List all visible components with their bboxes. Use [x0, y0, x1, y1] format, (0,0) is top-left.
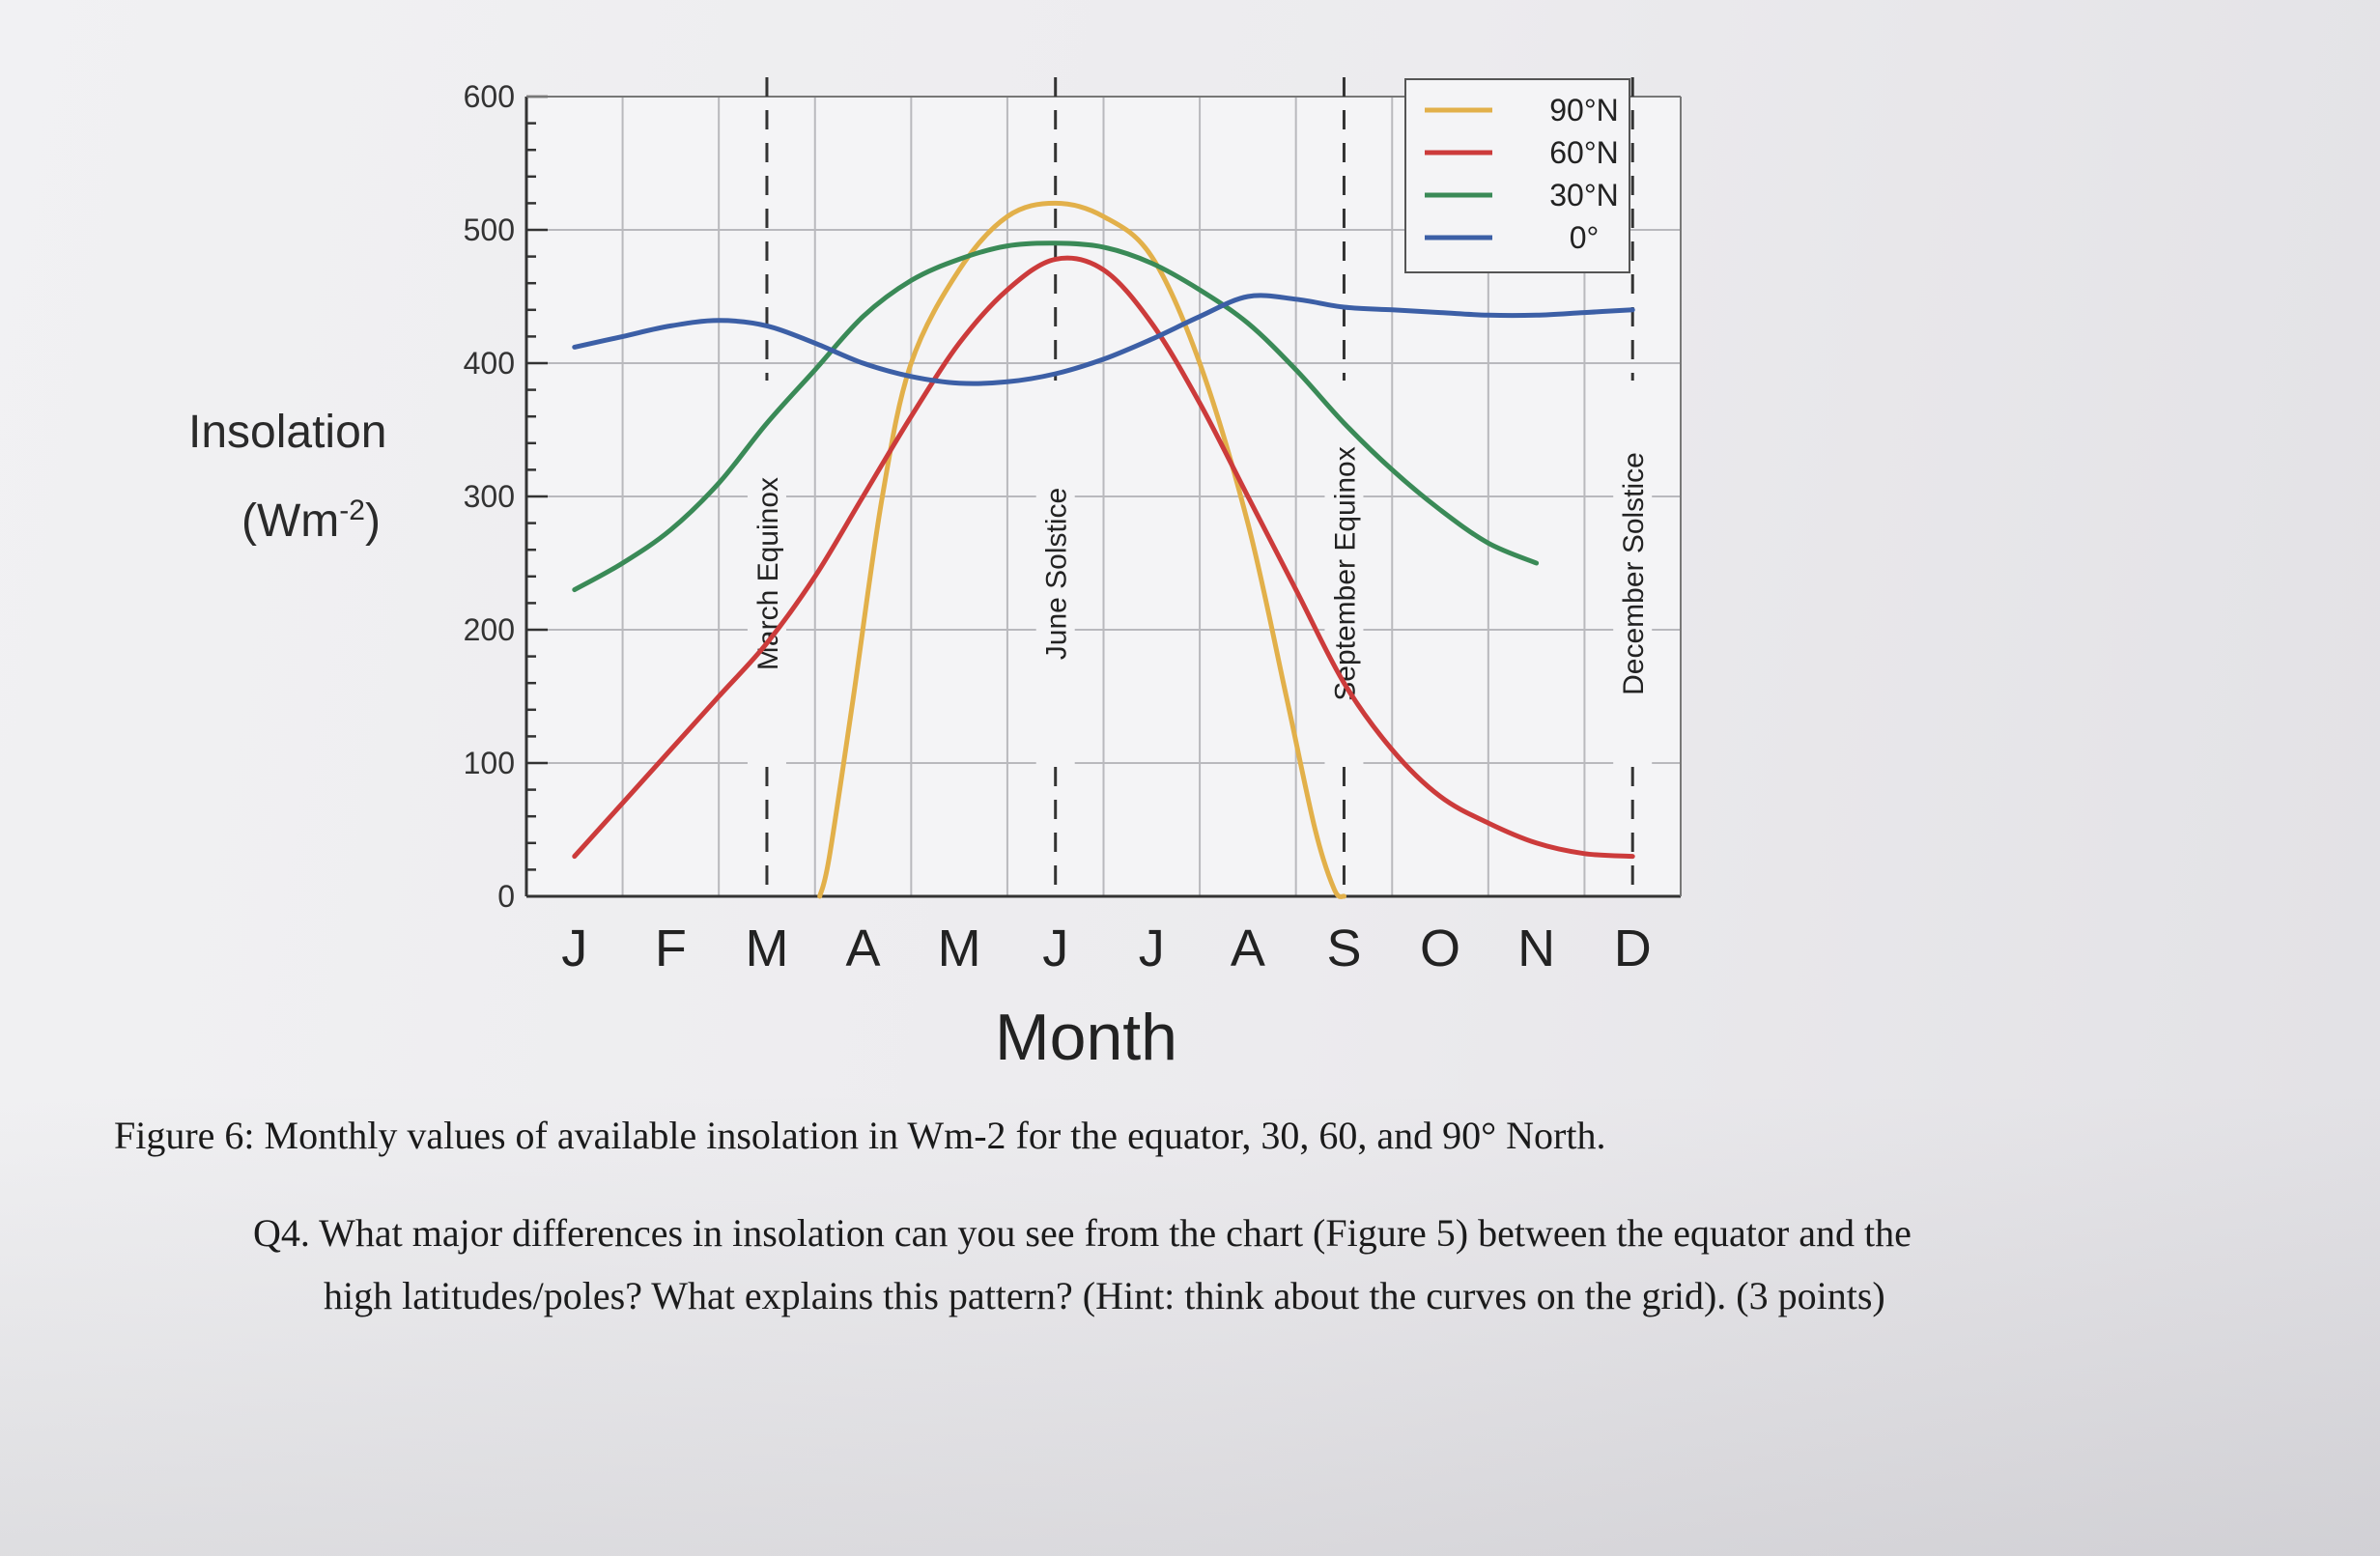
event-label-bg: [1035, 381, 1075, 767]
y-tick-label: 600: [464, 79, 515, 114]
x-axis-title: Month: [995, 1001, 1177, 1074]
question-line-2: high latitudes/poles? What explains this…: [324, 1274, 1885, 1317]
y-tick-label: 400: [464, 346, 515, 381]
event-label: September Equinox: [1329, 446, 1361, 701]
event-lines: March Equinox June Solstice September Equi…: [747, 77, 1653, 891]
x-tick-label: J: [1042, 919, 1068, 977]
x-tick-label: O: [1420, 919, 1460, 977]
y-tick-label: 100: [464, 746, 515, 780]
chart-legend: 90°N 60°N 30°N 0°: [1404, 78, 1630, 273]
x-tick-label: D: [1614, 919, 1652, 977]
event-label-bg: [747, 381, 786, 767]
series-line-90n: [817, 200, 1346, 899]
legend-label: 0°: [1570, 220, 1600, 255]
x-tick-label: M: [938, 919, 981, 977]
question-line-1: Q4. What major differences in insolation…: [253, 1211, 1912, 1255]
x-tick-label: M: [745, 919, 788, 977]
series-line-0: [572, 293, 1635, 386]
x-tick-label: J: [561, 919, 587, 977]
x-tick-label: F: [655, 919, 687, 977]
series-line-60n: [572, 255, 1635, 860]
x-tick-label: A: [1231, 919, 1265, 977]
series-line-30n: [572, 240, 1540, 593]
x-tick-label: N: [1517, 919, 1555, 977]
x-tick-label: A: [846, 919, 881, 977]
y-axis-unit: (Wm-2): [241, 495, 381, 547]
legend-label: 60°N: [1549, 135, 1619, 170]
event-label: June Solstice: [1041, 488, 1073, 660]
y-tick-label: 0: [497, 879, 515, 914]
legend-label: 30°N: [1549, 178, 1619, 212]
legend-label: 90°N: [1549, 93, 1619, 127]
figure-caption: Figure 6: Monthly values of available in…: [114, 1114, 1606, 1157]
y-tick-label: 300: [464, 479, 515, 514]
series-lines: [572, 200, 1635, 899]
y-axis-label: Insolation: [188, 407, 387, 458]
event-label: December Solstice: [1618, 452, 1650, 695]
x-tick-label: J: [1139, 919, 1165, 977]
event-label-bg: [1613, 381, 1653, 767]
y-tick-label: 200: [464, 612, 515, 647]
x-tick-label: S: [1326, 919, 1361, 977]
y-tick-label: 500: [464, 212, 515, 247]
